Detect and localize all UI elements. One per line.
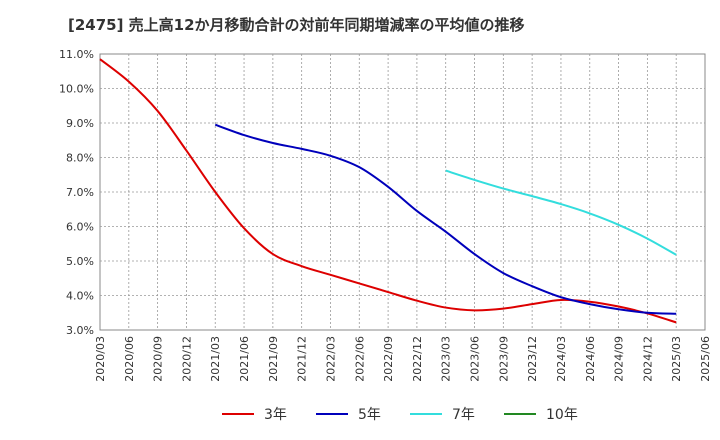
series-line-0 xyxy=(99,58,677,324)
y-tick-label: 11.0% xyxy=(59,48,94,61)
chart-title: [2475] 売上高12か月移動合計の対前年同期増減率の平均値の推移 xyxy=(68,16,525,34)
plot-area xyxy=(99,53,706,331)
series-line-2 xyxy=(445,169,677,256)
x-tick-label: 2023/12 xyxy=(526,336,539,382)
x-tick-label: 2020/09 xyxy=(152,336,165,382)
x-tick-label: 2021/06 xyxy=(238,336,251,382)
x-tick-label: 2022/06 xyxy=(353,336,366,382)
x-tick-label: 2020/06 xyxy=(123,336,136,382)
y-tick-label: 5.0% xyxy=(66,255,94,268)
y-tick-label: 3.0% xyxy=(66,324,94,337)
x-tick-label: 2025/06 xyxy=(699,336,712,382)
x-tick-label: 2021/03 xyxy=(209,336,222,382)
y-axis-ticks: 3.0% 4.0% 5.0% 6.0% 7.0% 8.0% 9.0% 10.0% 11.0% xyxy=(59,48,94,337)
x-tick-label: 2020/03 xyxy=(94,336,107,382)
y-tick-label: 10.0% xyxy=(59,83,94,96)
y-tick-label: 4.0% xyxy=(66,290,94,303)
x-tick-label: 2021/12 xyxy=(296,336,309,382)
legend-label-1: 5年 xyxy=(358,407,381,423)
x-tick-label: 2024/03 xyxy=(555,336,568,382)
x-tick-label: 2022/03 xyxy=(324,336,337,382)
legend: 3年 5年 7年 10年 xyxy=(222,407,578,423)
y-tick-label: 8.0% xyxy=(66,152,94,165)
grid-lines xyxy=(100,54,705,330)
legend-label-0: 3年 xyxy=(264,407,287,423)
legend-label-2: 7年 xyxy=(452,407,475,423)
x-tick-label: 2022/09 xyxy=(382,336,395,382)
y-tick-label: 6.0% xyxy=(66,221,94,234)
x-tick-label: 2021/09 xyxy=(267,336,280,382)
x-tick-label: 2024/09 xyxy=(613,336,626,382)
x-tick-label: 2023/03 xyxy=(440,336,453,382)
x-axis-ticks: 2020/03 2020/06 2020/09 2020/12 2021/03 2021/… xyxy=(94,336,712,382)
y-tick-label: 7.0% xyxy=(66,186,94,199)
y-tick-label: 9.0% xyxy=(66,117,94,130)
series-lines xyxy=(99,58,677,324)
x-tick-label: 2022/12 xyxy=(411,336,424,382)
x-tick-label: 2025/03 xyxy=(670,336,683,382)
x-tick-label: 2024/12 xyxy=(641,336,654,382)
x-tick-label: 2023/09 xyxy=(497,336,510,382)
x-tick-label: 2024/06 xyxy=(584,336,597,382)
series-line-1 xyxy=(214,123,677,315)
x-tick-label: 2020/12 xyxy=(180,336,193,382)
legend-label-3: 10年 xyxy=(546,407,578,423)
x-tick-label: 2023/06 xyxy=(469,336,482,382)
